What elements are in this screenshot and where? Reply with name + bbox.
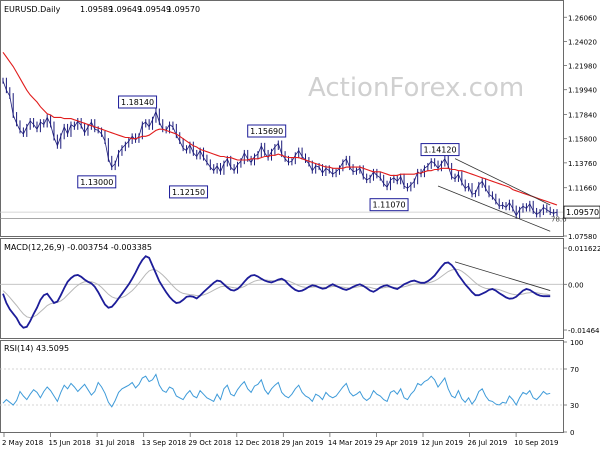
x-tick-label: 14 Mar 2019 (328, 439, 372, 447)
price-y-tick-label: 1.24020 (568, 38, 597, 46)
price-line (2, 80, 558, 217)
rsi-y-tick-label: 100 (570, 339, 583, 347)
ohlc-low: 1.09549 (138, 5, 171, 14)
price-title: EURUSD.Daily (4, 5, 61, 14)
callout-label: 1.14120 (423, 146, 456, 155)
x-tick-labels: 2 May 2018 15 Jun 2018 31 Jul 2018 13 Sep 2… (2, 433, 558, 447)
annotation-layer: 1.18140 1.13000 1.12150 1.15690 1.14120 1.110… (77, 95, 600, 291)
callout-box (118, 95, 158, 109)
macd-signal-line (2, 268, 551, 319)
moving-average-line (2, 51, 558, 206)
x-tick-label: 12 Jun 2019 (421, 439, 463, 447)
fib-label: 78.6 (551, 216, 567, 224)
price-y-tick-label: 1.11660 (568, 185, 597, 193)
callout-box (420, 143, 460, 157)
callout-box (77, 175, 117, 189)
x-tick-label: 13 Sep 2018 (142, 439, 186, 447)
callout-label: 1.15690 (250, 127, 283, 136)
price-callout: 1.15690 (247, 124, 287, 138)
callout-label: 1.13000 (80, 178, 113, 187)
price-y-tick-label: 1.07580 (568, 233, 597, 241)
callout-box (247, 124, 287, 138)
callout-box (169, 185, 209, 199)
price-y-tick-label: 1.17840 (568, 112, 597, 120)
price-ohlc: 1.09589 1.09649 1.09549 1.09570 (80, 5, 200, 14)
macd-panel-frame (0, 238, 564, 339)
callout-label: 1.18140 (121, 98, 154, 107)
macd-title: MACD(12,26,9) -0.003754 -0.003385 (4, 243, 152, 252)
ohlc-high: 1.09649 (109, 5, 142, 14)
price-y-tick-label: 1.21980 (568, 63, 597, 71)
rsi-y-tick-label: 70 (570, 366, 579, 374)
rsi-title: RSI(14) 43.5095 (4, 344, 69, 353)
macd-line (2, 255, 551, 329)
current-price-rect (563, 205, 600, 219)
x-tick-label: 31 Jul 2018 (95, 439, 135, 447)
macd-y-tick-label: 0.00 (568, 281, 584, 289)
rsi-y-tick-label: 0 (570, 429, 574, 437)
x-tick-label: 29 Jan 2019 (281, 439, 323, 447)
series-layer (2, 51, 558, 408)
price-y-tick-label: 1.13760 (568, 160, 597, 168)
price-callout: 1.11070 (369, 198, 409, 212)
x-tick-label: 12 Dec 2018 (235, 439, 280, 447)
macd-y-tick-label: -0.014647 (568, 327, 600, 335)
reference-lines (0, 211, 563, 406)
price-panel-frame (0, 0, 564, 237)
current-price-box: 1.09570 (563, 205, 600, 219)
channel-upper-line (454, 158, 551, 206)
macd-y-tick-label: 0.011622 (568, 245, 600, 253)
price-y-tick-label: 1.19940 (568, 87, 597, 95)
x-tick-label: 10 Sep 2019 (514, 439, 558, 447)
price-callout: 1.13000 (77, 175, 117, 189)
callout-label: 1.12150 (172, 188, 205, 197)
price-y-tick-label: 1.15800 (568, 136, 597, 144)
y-tick-labels: 1.26060 1.24020 1.21980 1.19940 1.17840 1.158… (563, 14, 600, 437)
price-y-tick-label: 1.26060 (568, 14, 597, 22)
ohlc-close: 1.09570 (167, 5, 200, 14)
price-callout: 1.12150 (169, 185, 209, 199)
rsi-panel-frame (0, 340, 564, 433)
price-callout: 1.18140 (118, 95, 158, 109)
callout-label: 1.11070 (373, 201, 406, 210)
price-callout: 1.14120 (420, 143, 460, 157)
current-price-label: 1.09570 (566, 208, 599, 217)
x-tick-label: 29 Apr 2019 (374, 439, 417, 447)
x-tick-label: 15 Jun 2018 (49, 439, 91, 447)
x-tick-label: 2 May 2018 (2, 439, 43, 447)
rsi-y-tick-label: 30 (570, 402, 579, 410)
x-tick-label: 26 Jul 2019 (468, 439, 508, 447)
watermark: ActionForex.com (308, 73, 524, 103)
callout-box (369, 198, 409, 212)
channel-lower-line (437, 185, 551, 232)
macd-trendline (454, 261, 551, 291)
ohlc-open: 1.09589 (80, 5, 113, 14)
x-tick-label: 29 Oct 2018 (188, 439, 231, 447)
rsi-line (2, 373, 551, 408)
